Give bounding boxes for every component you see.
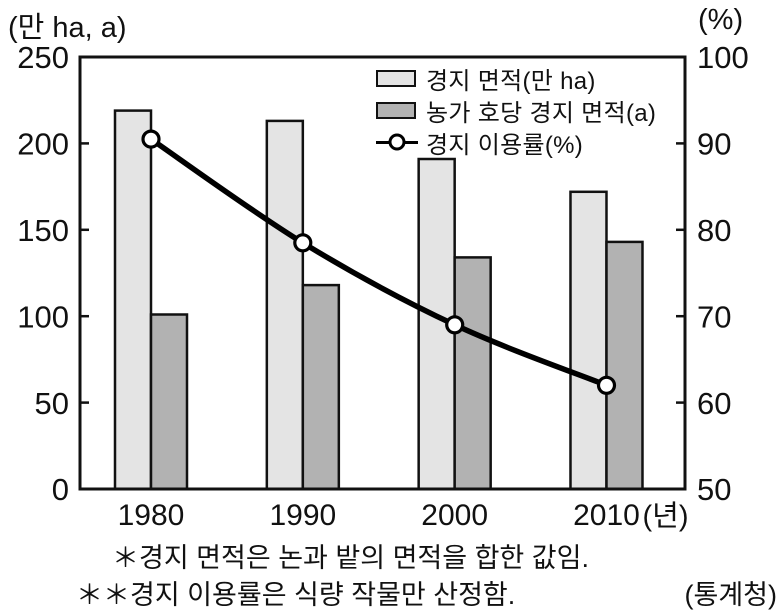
legend-swatch-dark-bar xyxy=(376,101,416,119)
right-axis-tick-label-50: 50 xyxy=(697,472,731,507)
bar-cultivated-area-2000 xyxy=(417,157,456,491)
bar-area-per-household-1980 xyxy=(149,313,189,491)
right-axis-unit-label: (%) xyxy=(698,4,744,36)
right-axis-tick-label-60: 60 xyxy=(697,386,731,421)
legend-item-utilization-rate: 경지 이용률(%) xyxy=(376,126,656,159)
bar-cultivated-area-2010 xyxy=(569,190,608,491)
plot-frame xyxy=(78,55,687,491)
left-axis-tick-label-250: 250 xyxy=(17,40,69,75)
left-axis-tick-label-50: 50 xyxy=(35,386,69,421)
source-label: (통계청) xyxy=(684,580,777,610)
bar-cultivated-area-1980 xyxy=(113,109,153,491)
legend-label-cultivated-area: 경지 면적(만 ha) xyxy=(426,67,596,95)
left-axis-unit-label: (만 ha, a) xyxy=(8,12,127,44)
utilization-rate-line xyxy=(148,136,610,389)
legend-item-cultivated-area: 경지 면적(만 ha) xyxy=(376,62,656,95)
utilization-rate-marker-1980 xyxy=(141,129,161,149)
left-axis-tick-label-0: 0 xyxy=(52,472,69,507)
right-axis-tick-label-100: 100 xyxy=(697,40,749,75)
legend-label-utilization-rate: 경지 이용률(%) xyxy=(426,131,584,159)
circle-marker-icon xyxy=(388,133,406,151)
footnote-cultivated-area: ＊경지 면적은 논과 밭의 면적을 합한 값임. xyxy=(112,543,589,573)
x-axis-label-1990: 1990 xyxy=(269,499,336,532)
bar-area-per-household-2010 xyxy=(605,240,644,491)
legend: 경지 면적(만 ha) 농가 호당 경지 면적(a) 경지 이용률(%) xyxy=(376,62,657,159)
right-axis-tick-label-70: 70 xyxy=(697,299,731,334)
right-axis-tick-label-90: 90 xyxy=(697,127,731,162)
bar-area-per-household-2000 xyxy=(453,256,492,491)
utilization-rate-marker-2000 xyxy=(445,315,465,335)
bar-cultivated-area-1990 xyxy=(265,119,305,491)
x-axis-label-2010: 2010 xyxy=(573,499,640,532)
legend-swatch-line-marker xyxy=(376,132,418,152)
legend-item-area-per-household: 농가 호당 경지 면적(a) xyxy=(376,94,657,127)
utilization-rate-marker-2010 xyxy=(596,375,617,395)
legend-label-area-per-household: 농가 호당 경지 면적(a) xyxy=(426,99,657,127)
x-axis-label-1980: 1980 xyxy=(118,499,185,532)
left-axis-tick-label-100: 100 xyxy=(17,299,69,334)
left-axis-tick-label-150: 150 xyxy=(17,213,69,248)
bar-area-per-household-1990 xyxy=(301,283,341,491)
x-axis-unit-suffix: (년) xyxy=(642,500,688,532)
right-axis-tick-label-80: 80 xyxy=(697,213,731,248)
left-axis-tick-label-200: 200 xyxy=(17,127,69,162)
utilization-rate-marker-1990 xyxy=(293,233,313,253)
x-axis-label-2000: 2000 xyxy=(421,499,488,532)
legend-swatch-light-bar xyxy=(376,69,416,87)
footnote-utilization-rate: ＊＊경지 이용률은 식량 작물만 산정함. xyxy=(76,580,516,610)
